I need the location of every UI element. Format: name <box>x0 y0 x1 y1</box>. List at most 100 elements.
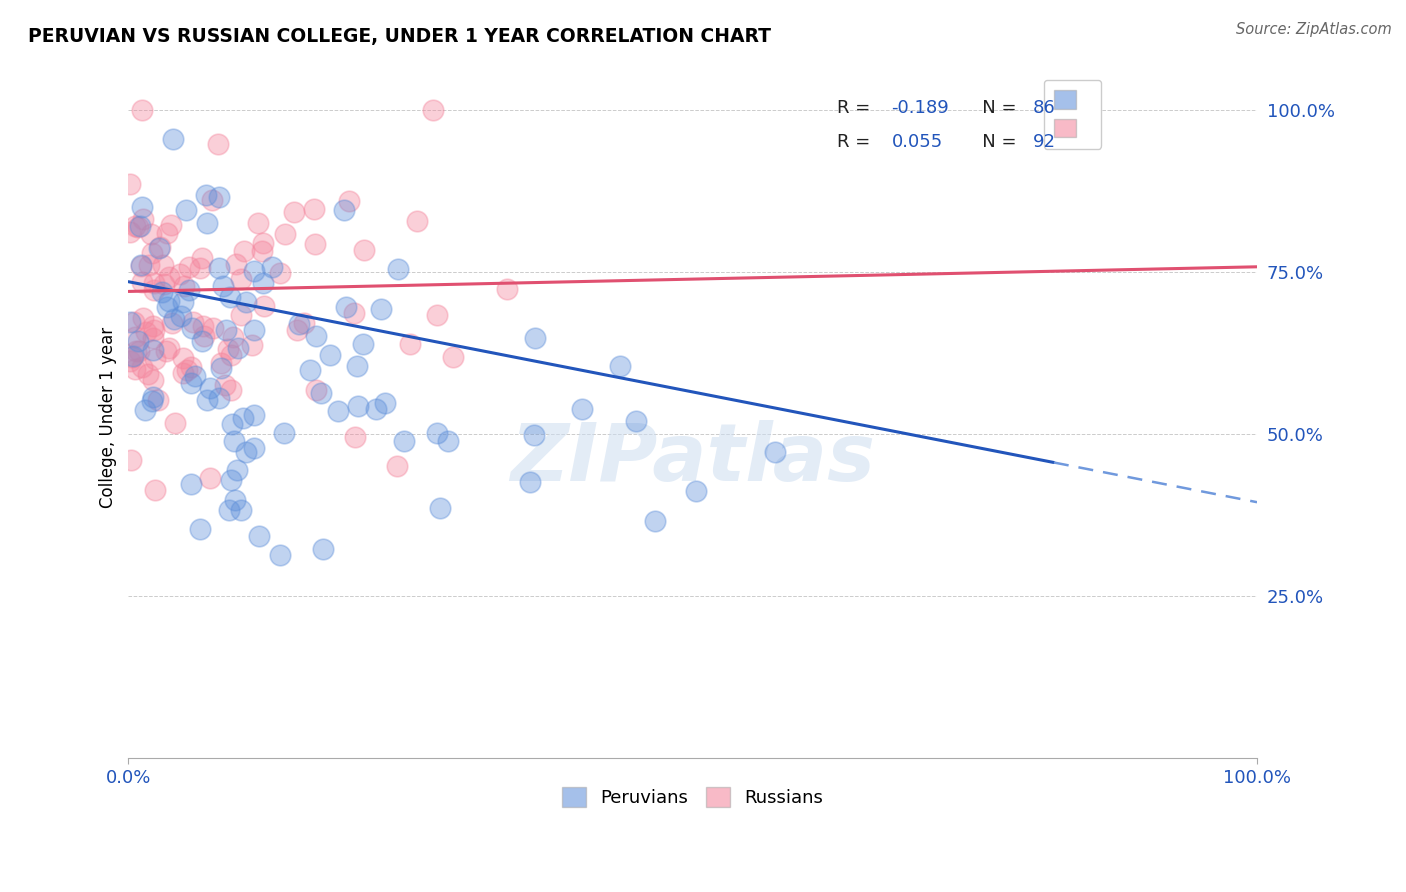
Point <box>160 316 183 330</box>
Point <box>159 341 181 355</box>
Point <box>292 316 315 330</box>
Point <box>156 300 179 314</box>
Point <box>142 283 165 297</box>
Point <box>141 245 163 260</box>
Point <box>224 493 246 508</box>
Point <box>523 427 546 442</box>
Point <box>134 402 156 417</box>
Point <box>118 225 141 239</box>
Point <box>398 337 420 351</box>
Point <box>129 259 152 273</box>
Point <box>304 237 326 252</box>
Point <box>253 299 276 313</box>
Point <box>179 260 201 274</box>
Point <box>425 425 447 440</box>
Point <box>181 315 204 329</box>
Point <box>319 348 342 362</box>
Point <box>496 282 519 296</box>
Point <box>644 514 666 528</box>
Point <box>172 366 194 380</box>
Point <box>191 251 214 265</box>
Point <box>157 269 180 284</box>
Point <box>194 187 217 202</box>
Text: R =: R = <box>837 99 876 117</box>
Point <box>132 212 155 227</box>
Point <box>118 354 141 368</box>
Text: -0.189: -0.189 <box>891 99 949 117</box>
Point <box>332 202 354 217</box>
Point <box>153 277 176 291</box>
Text: PERUVIAN VS RUSSIAN COLLEGE, UNDER 1 YEAR CORRELATION CHART: PERUVIAN VS RUSSIAN COLLEGE, UNDER 1 YEA… <box>28 27 770 45</box>
Point <box>218 503 240 517</box>
Point <box>198 381 221 395</box>
Point <box>191 334 214 348</box>
Point <box>247 529 270 543</box>
Point <box>288 318 311 332</box>
Point <box>232 411 254 425</box>
Point <box>609 359 631 373</box>
Point <box>269 266 291 280</box>
Point <box>156 226 179 240</box>
Point <box>176 362 198 376</box>
Point <box>426 308 449 322</box>
Point <box>129 219 152 234</box>
Point <box>138 258 160 272</box>
Text: 92: 92 <box>1032 133 1056 151</box>
Point <box>242 338 264 352</box>
Point <box>233 244 256 258</box>
Point <box>141 393 163 408</box>
Point <box>142 373 165 387</box>
Point <box>172 351 194 366</box>
Point <box>353 243 375 257</box>
Point <box>136 367 159 381</box>
Point <box>304 202 326 216</box>
Point <box>222 329 245 343</box>
Point <box>193 319 215 334</box>
Point <box>441 350 464 364</box>
Point <box>304 328 326 343</box>
Point <box>142 319 165 334</box>
Point <box>124 361 146 376</box>
Point <box>243 441 266 455</box>
Point <box>131 276 153 290</box>
Point <box>298 363 321 377</box>
Point <box>221 384 243 398</box>
Point <box>181 321 204 335</box>
Point <box>139 227 162 242</box>
Point <box>370 302 392 317</box>
Point <box>211 279 233 293</box>
Point <box>131 359 153 374</box>
Text: 86: 86 <box>1032 99 1056 117</box>
Legend: Peruvians, Russians: Peruvians, Russians <box>555 780 831 814</box>
Point <box>170 309 193 323</box>
Point <box>135 325 157 339</box>
Point <box>262 260 284 274</box>
Point <box>155 343 177 358</box>
Point <box>285 323 308 337</box>
Point <box>246 216 269 230</box>
Point <box>437 434 460 449</box>
Point <box>763 445 786 459</box>
Point <box>335 300 357 314</box>
Point <box>225 257 247 271</box>
Text: R =: R = <box>837 133 876 151</box>
Point <box>235 445 257 459</box>
Point <box>127 219 149 234</box>
Point <box>131 310 153 325</box>
Point <box>222 434 245 448</box>
Point <box>157 294 180 309</box>
Point <box>149 240 172 254</box>
Point <box>118 177 141 191</box>
Point <box>392 434 415 449</box>
Point <box>201 193 224 207</box>
Point <box>346 399 368 413</box>
Point <box>305 384 328 398</box>
Point <box>163 311 186 326</box>
Point <box>228 341 250 355</box>
Point <box>269 548 291 562</box>
Point <box>337 194 360 208</box>
Point <box>229 308 252 322</box>
Point <box>188 260 211 275</box>
Point <box>124 330 146 344</box>
Point <box>624 414 647 428</box>
